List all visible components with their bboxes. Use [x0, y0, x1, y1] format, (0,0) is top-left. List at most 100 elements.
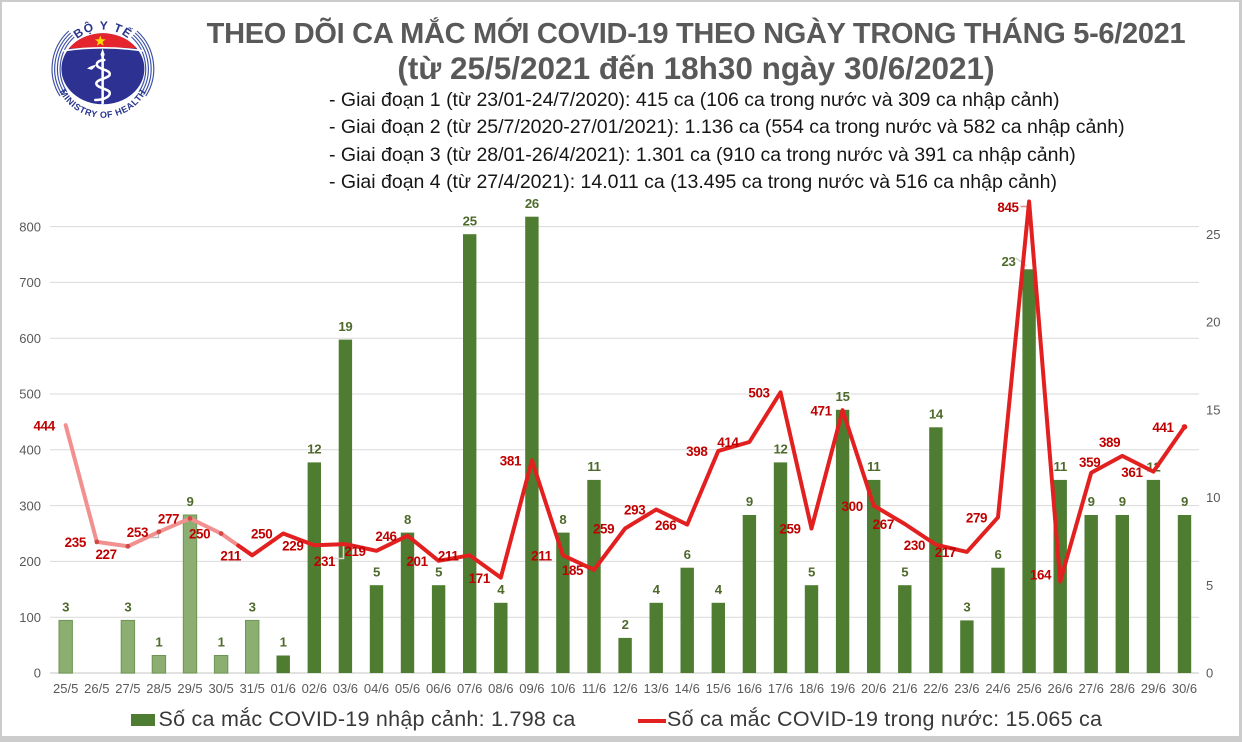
- svg-text:14: 14: [929, 407, 944, 422]
- svg-text:253: 253: [127, 525, 148, 540]
- svg-text:12/6: 12/6: [612, 681, 637, 696]
- svg-text:5: 5: [1206, 578, 1213, 593]
- svg-text:400: 400: [19, 443, 41, 458]
- svg-text:10/6: 10/6: [550, 681, 575, 696]
- svg-text:10: 10: [1206, 490, 1220, 505]
- svg-text:3: 3: [249, 600, 256, 615]
- svg-text:28/5: 28/5: [146, 681, 171, 696]
- svg-text:300: 300: [19, 498, 41, 513]
- svg-text:201: 201: [406, 554, 428, 569]
- svg-text:19: 19: [338, 319, 352, 334]
- svg-text:13/6: 13/6: [644, 681, 669, 696]
- svg-text:BỘ Y TẾ: BỘ Y TẾ: [71, 18, 136, 41]
- svg-text:398: 398: [686, 444, 708, 459]
- svg-text:02/6: 02/6: [302, 681, 327, 696]
- svg-text:3: 3: [124, 600, 131, 615]
- svg-text:6: 6: [684, 547, 691, 562]
- svg-text:267: 267: [873, 517, 894, 532]
- svg-text:5: 5: [373, 565, 380, 580]
- svg-text:389: 389: [1099, 435, 1120, 450]
- svg-text:4: 4: [653, 582, 661, 597]
- svg-text:217: 217: [935, 545, 956, 560]
- svg-text:259: 259: [779, 522, 800, 537]
- svg-text:25: 25: [463, 213, 477, 228]
- svg-text:12: 12: [773, 442, 787, 457]
- svg-text:17/6: 17/6: [768, 681, 793, 696]
- svg-text:19/6: 19/6: [830, 681, 855, 696]
- svg-text:11: 11: [867, 459, 880, 474]
- svg-text:444: 444: [34, 418, 56, 433]
- svg-text:1: 1: [155, 635, 162, 650]
- svg-text:1: 1: [280, 635, 287, 650]
- svg-text:600: 600: [19, 331, 41, 346]
- svg-text:246: 246: [375, 529, 396, 544]
- svg-text:171: 171: [469, 571, 491, 586]
- svg-text:219: 219: [344, 544, 365, 559]
- svg-text:700: 700: [19, 275, 41, 290]
- svg-text:250: 250: [189, 527, 210, 542]
- svg-text:359: 359: [1079, 455, 1100, 470]
- svg-text:230: 230: [904, 538, 925, 553]
- svg-text:5: 5: [808, 565, 815, 580]
- svg-text:07/6: 07/6: [457, 681, 482, 696]
- svg-text:300: 300: [842, 499, 863, 514]
- svg-text:266: 266: [655, 518, 676, 533]
- svg-text:15/6: 15/6: [706, 681, 731, 696]
- svg-text:4: 4: [497, 582, 505, 597]
- svg-text:185: 185: [562, 563, 584, 578]
- svg-text:2: 2: [622, 617, 629, 632]
- svg-text:27/5: 27/5: [115, 681, 140, 696]
- svg-text:24/6: 24/6: [985, 681, 1010, 696]
- svg-text:5: 5: [901, 565, 908, 580]
- svg-text:5: 5: [435, 565, 442, 580]
- svg-text:100: 100: [19, 610, 41, 625]
- svg-text:200: 200: [19, 554, 41, 569]
- svg-text:211: 211: [438, 549, 459, 564]
- svg-text:15: 15: [1206, 402, 1220, 417]
- svg-text:03/6: 03/6: [333, 681, 358, 696]
- svg-text:25/5: 25/5: [53, 681, 78, 696]
- svg-text:26/6: 26/6: [1048, 681, 1073, 696]
- svg-text:211: 211: [531, 549, 552, 564]
- svg-text:9: 9: [186, 494, 193, 509]
- svg-text:22/6: 22/6: [923, 681, 948, 696]
- svg-text:293: 293: [624, 503, 645, 518]
- svg-text:800: 800: [19, 219, 41, 234]
- svg-text:9: 9: [1119, 494, 1126, 509]
- svg-text:6: 6: [994, 547, 1001, 562]
- svg-text:9: 9: [1088, 494, 1095, 509]
- svg-text:09/6: 09/6: [519, 681, 544, 696]
- svg-text:28/6: 28/6: [1110, 681, 1135, 696]
- svg-text:12: 12: [307, 442, 321, 457]
- svg-text:25: 25: [1206, 227, 1220, 242]
- svg-text:259: 259: [593, 522, 614, 537]
- svg-text:235: 235: [65, 535, 87, 550]
- svg-text:414: 414: [717, 435, 739, 450]
- svg-text:277: 277: [158, 512, 179, 527]
- svg-text:0: 0: [34, 666, 41, 681]
- svg-text:15: 15: [836, 389, 850, 404]
- svg-text:8: 8: [559, 512, 566, 527]
- svg-text:01/6: 01/6: [271, 681, 296, 696]
- svg-text:30/6: 30/6: [1172, 681, 1197, 696]
- svg-text:31/5: 31/5: [240, 681, 265, 696]
- svg-text:9: 9: [746, 494, 753, 509]
- svg-text:29/5: 29/5: [177, 681, 202, 696]
- svg-text:26: 26: [525, 196, 539, 211]
- svg-text:279: 279: [966, 511, 987, 526]
- svg-text:227: 227: [95, 547, 116, 562]
- svg-text:11: 11: [587, 459, 600, 474]
- svg-text:3: 3: [62, 600, 69, 615]
- svg-text:500: 500: [19, 387, 41, 402]
- svg-text:250: 250: [251, 527, 272, 542]
- svg-text:229: 229: [282, 538, 303, 553]
- svg-text:4: 4: [715, 582, 723, 597]
- svg-text:9: 9: [1181, 494, 1188, 509]
- svg-text:08/6: 08/6: [488, 681, 513, 696]
- svg-text:23: 23: [1001, 254, 1015, 269]
- svg-text:11: 11: [1054, 459, 1067, 474]
- svg-text:164: 164: [1030, 568, 1052, 583]
- svg-text:25/6: 25/6: [1016, 681, 1041, 696]
- svg-text:361: 361: [1121, 465, 1143, 480]
- svg-text:1: 1: [218, 635, 225, 650]
